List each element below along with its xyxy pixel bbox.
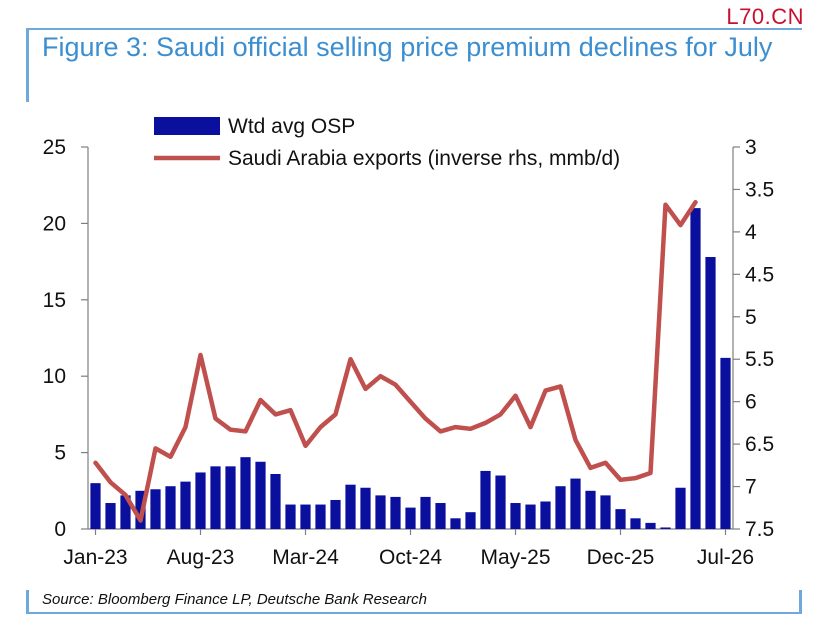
x-tick-label: Oct-24 (379, 546, 442, 569)
bar (255, 461, 266, 529)
bar (285, 504, 296, 529)
bar (315, 504, 326, 529)
bar (300, 504, 311, 529)
bar (480, 470, 491, 529)
y-left-tick-label: 5 (54, 442, 66, 465)
y-left-tick-label: 25 (43, 136, 66, 159)
bar (435, 503, 446, 529)
bar (675, 487, 686, 529)
y-left-tick-label: 10 (43, 365, 66, 388)
header-rule (26, 28, 802, 30)
bar (240, 457, 251, 529)
y-left-tick-label: 15 (43, 289, 66, 312)
y-right-tick-label: 3.5 (745, 178, 774, 201)
bar (600, 495, 611, 529)
bar (450, 518, 461, 529)
y-right-tick-label: 5.5 (745, 348, 774, 371)
bar (465, 512, 476, 529)
bar (120, 495, 131, 529)
legend: Wtd avg OSP Saudi Arabia exports (inverse… (154, 115, 620, 170)
bar (630, 518, 641, 529)
bar (165, 486, 176, 529)
x-tick-label: May-25 (480, 546, 550, 569)
legend-label-line: Saudi Arabia exports (inverse rhs, mmb/d… (228, 147, 620, 170)
bar (150, 489, 161, 529)
bar (390, 496, 401, 529)
bar (375, 495, 386, 529)
y-right-tick-label: 5 (745, 306, 757, 329)
bar (105, 503, 116, 529)
bar (540, 501, 551, 529)
bar (525, 504, 536, 529)
bar (570, 478, 581, 529)
y-right-tick-label: 4 (745, 221, 757, 244)
legend-swatch-bar (154, 117, 220, 135)
bar (510, 503, 521, 529)
x-tick-label: Jan-23 (63, 546, 127, 569)
bar (645, 522, 656, 529)
bar-series (90, 208, 731, 529)
bar (330, 499, 341, 529)
bar (225, 466, 236, 529)
bar (90, 483, 101, 529)
y-right-tick-label: 6.5 (745, 433, 774, 456)
y-right-tick-label: 7.5 (745, 518, 774, 541)
bar (195, 472, 206, 529)
source-note: Source: Bloomberg Finance LP, Deutsche B… (42, 591, 427, 608)
bar (555, 486, 566, 529)
x-tick-label: Dec-25 (587, 546, 655, 569)
bar (360, 487, 371, 529)
bar (345, 484, 356, 529)
line-series (93, 199, 698, 523)
legend-label-bar: Wtd avg OSP (228, 115, 355, 138)
footer-right-marker (799, 590, 802, 614)
bar (405, 507, 416, 529)
bar (585, 490, 596, 529)
title-accent-bar (26, 30, 29, 102)
y-right-tick-label: 7 (745, 476, 757, 499)
footer-rule (26, 612, 802, 614)
bar (660, 527, 671, 529)
bar (420, 496, 431, 529)
footer-left-marker (26, 590, 29, 614)
chart-axes: 0 5 10 15 20 25 3 3.5 4 4.5 5 5.5 6 6.5 7 7.5 Jan-23 Aug-… (43, 136, 775, 569)
bar (210, 466, 221, 529)
exports-line (93, 199, 698, 523)
y-left-tick-label: 20 (43, 212, 66, 235)
watermark: L70.CN (726, 4, 804, 29)
bar (495, 475, 506, 529)
bar (720, 357, 731, 529)
x-tick-label: Mar-24 (272, 546, 339, 569)
y-right-tick-label: 3 (745, 136, 757, 159)
x-tick-label: Jul-26 (697, 546, 754, 569)
bar (270, 473, 281, 529)
bar (180, 481, 191, 529)
chart-title: Figure 3: Saudi official selling price p… (42, 32, 773, 62)
y-right-tick-label: 6 (745, 391, 757, 414)
y-right-tick-label: 4.5 (745, 263, 774, 286)
y-left-tick-label: 0 (54, 518, 66, 541)
bar (690, 208, 701, 529)
bar (615, 509, 626, 529)
x-tick-label: Aug-23 (167, 546, 235, 569)
bar (705, 257, 716, 529)
